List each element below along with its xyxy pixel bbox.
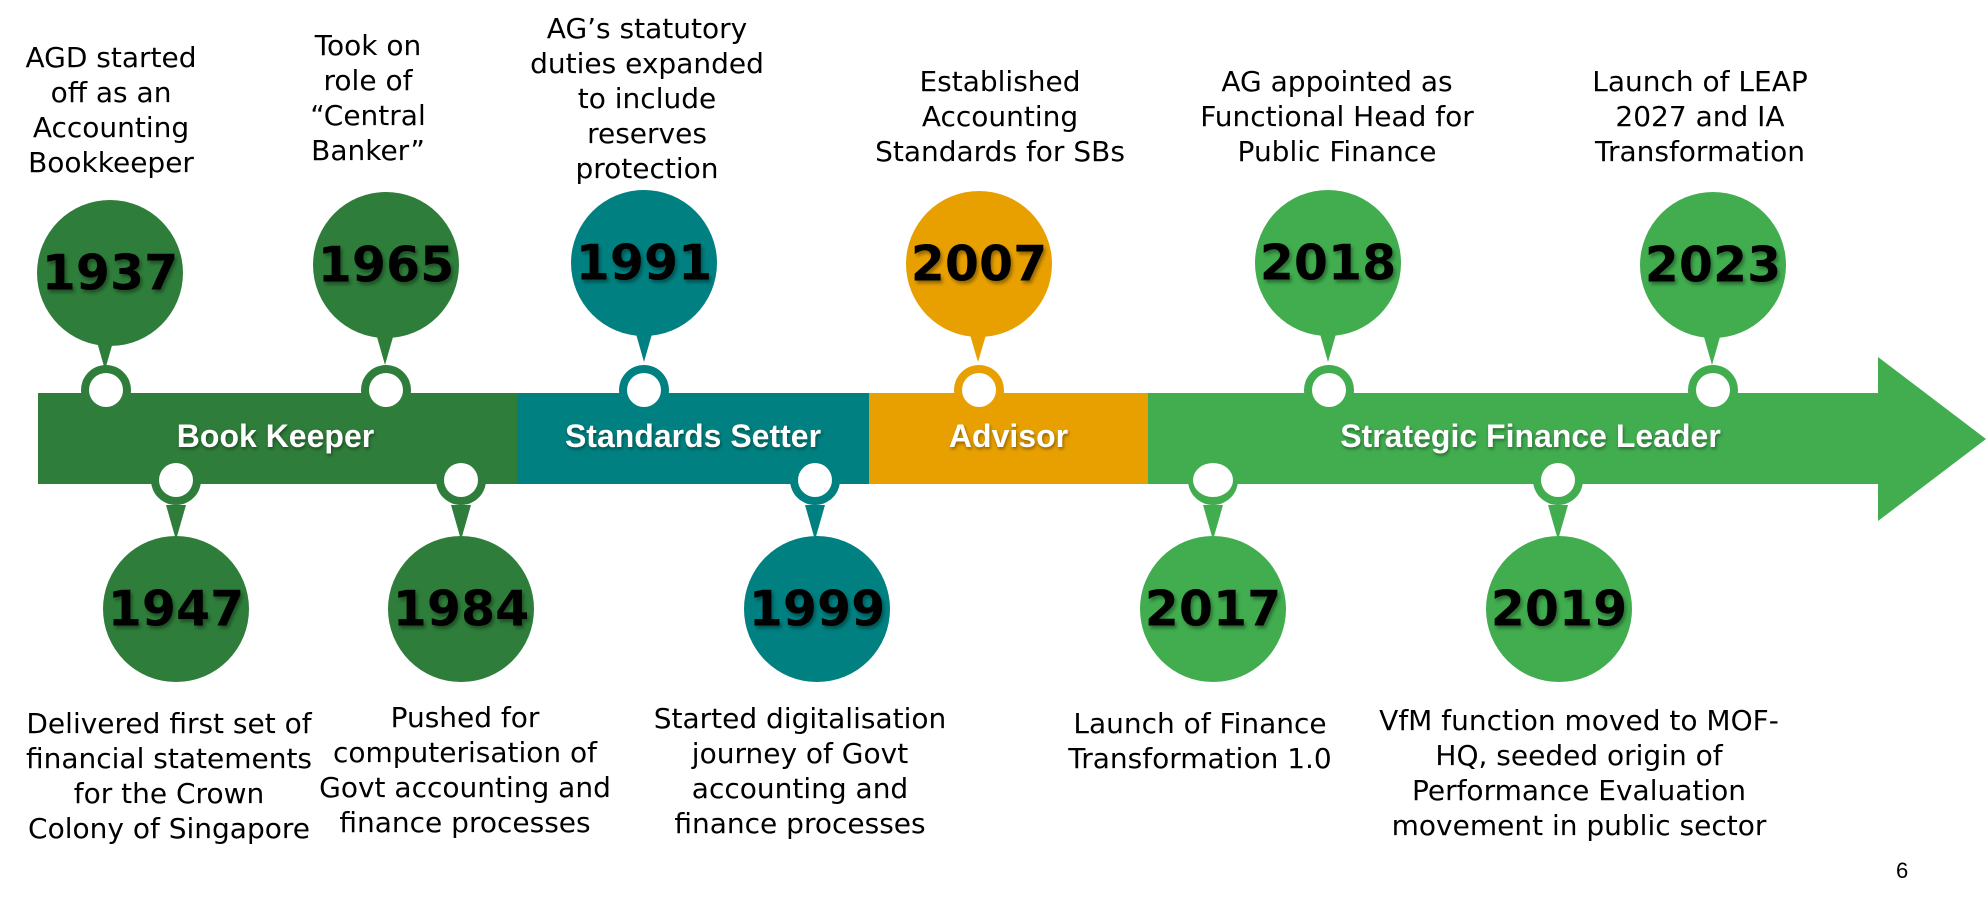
milestone-text-2018: AG appointed as Functional Head for Publ… [1200,65,1474,168]
milestone-year: 2017 [1144,580,1282,638]
milestone-text-1965: Took on role of “Central Banker” [310,29,426,167]
milestone-bubble-2018: 2018 [1255,190,1401,336]
milestone-bubble-1991: 1991 [571,190,717,336]
phase-label-advisor: Advisor [948,418,1069,454]
milestone-year: 1991 [575,234,713,292]
milestone-text-1947: Delivered first set of financial stateme… [25,707,313,845]
milestone-text-2007: Established Accounting Standards for SBs [875,65,1125,168]
milestone-year: 1947 [107,580,245,638]
milestone-bubble-1947: 1947 [103,536,249,682]
milestone-text-1937: AGD started off as an Accounting Bookkee… [25,41,197,179]
milestone-bubble-2017: 2017 [1140,536,1286,682]
phase-segment-advisor [869,393,1148,484]
milestone-year: 1965 [317,236,455,294]
milestone-text-1991: AG’s statutory duties expanded to includ… [530,12,764,185]
milestone-bubble-1999: 1999 [744,536,890,682]
milestone-text-2023: Launch of LEAP 2027 and IA Transformatio… [1592,65,1808,168]
milestone-text-2017: Launch of Finance Transformation 1.0 [1068,707,1332,775]
milestone-year: 2018 [1259,234,1397,292]
milestone-year: 1984 [392,580,530,638]
milestone-year: 1937 [41,244,179,302]
milestone-year: 2007 [910,235,1048,293]
milestone-text-1984: Pushed for computerisation of Govt accou… [319,701,611,839]
milestone-text-1999: Started digitalisation journey of Govt a… [653,702,947,840]
phase-label-book-keeper: Book Keeper [176,418,375,454]
milestone-bubble-2019: 2019 [1486,536,1632,682]
milestone-bubble-2023: 2023 [1640,192,1786,338]
phase-segment-strategic-finance-leader [1148,393,1878,484]
milestone-text-2019: VfM function moved to MOF- HQ, seeded or… [1379,704,1779,842]
milestone-year: 2023 [1644,236,1782,294]
milestone-bubble-2007: 2007 [906,191,1052,337]
milestone-bubble-1984: 1984 [388,536,534,682]
phase-label-standards-setter: Standards Setter [564,418,822,454]
phase-label-strategic-finance-leader: Strategic Finance Leader [1340,418,1721,454]
milestone-bubble-1965: 1965 [313,192,459,338]
milestone-year: 1999 [748,580,886,638]
page-number: 6 [1896,858,1909,883]
milestone-bubble-1937: 1937 [37,200,183,346]
milestone-year: 2019 [1490,580,1628,638]
